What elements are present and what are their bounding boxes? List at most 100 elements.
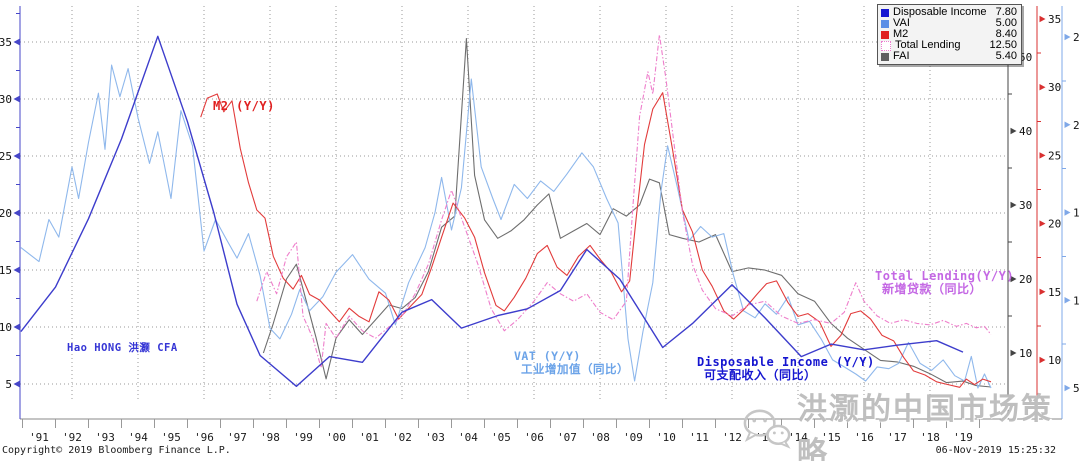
tick-arrow-icon bbox=[1039, 152, 1046, 159]
y-axis-tick-label: 25 bbox=[1048, 149, 1061, 162]
x-axis-year-label: '13 bbox=[755, 431, 775, 444]
x-axis-year-label: '03 bbox=[425, 431, 445, 444]
x-axis-year-label: '17 bbox=[887, 431, 907, 444]
x-axis-year-label: '92 bbox=[62, 431, 82, 444]
legend-item: VAI 5.00 bbox=[881, 18, 1017, 29]
y-axis-tick-label: 20 bbox=[1073, 119, 1080, 132]
x-axis-year-label: '06 bbox=[524, 431, 544, 444]
y-axis-tick-label: 5 bbox=[5, 378, 12, 391]
x-axis-year-label: '07 bbox=[557, 431, 577, 444]
annotation-vai: VAT (Y/Y) 工业增加值（同比） bbox=[514, 350, 629, 376]
legend-label: FAI bbox=[893, 50, 910, 62]
y-axis-tick-label: 10 bbox=[0, 321, 12, 334]
x-axis-year-label: '94 bbox=[128, 431, 148, 444]
tick-arrow-icon bbox=[13, 209, 20, 217]
tick-arrow-icon bbox=[1064, 121, 1071, 128]
x-axis-year-label: '11 bbox=[689, 431, 709, 444]
y-axis-tick-label: 10 bbox=[1048, 354, 1061, 367]
y-axis-tick-label: 5 bbox=[1073, 382, 1080, 395]
legend-item: Total Lending 12.50 bbox=[881, 40, 1017, 51]
annotation-total-lending: Total Lending(Y/Y) 新增贷款（同比） bbox=[875, 270, 1014, 296]
annotation-m2: M2 (Y/Y) bbox=[213, 100, 275, 113]
series bbox=[20, 34, 992, 389]
legend-label: VAI bbox=[893, 17, 910, 29]
x-axis-year-label: '08 bbox=[590, 431, 610, 444]
y-axis-tick-label: 35 bbox=[1048, 13, 1061, 26]
y-axis-tick-label: 30 bbox=[1048, 81, 1061, 94]
tick-arrow-icon bbox=[1039, 15, 1046, 23]
annotation-line: Disposable Income (Y/Y) bbox=[697, 355, 875, 369]
annotation-line: 工业增加值（同比） bbox=[521, 362, 629, 376]
series-line-disposable-income bbox=[20, 35, 964, 387]
x-axis-year-label: '93 bbox=[95, 431, 115, 444]
x-axis-year-label: '16 bbox=[854, 431, 874, 444]
gridlines bbox=[20, 6, 1008, 400]
tick-arrow-icon bbox=[1064, 384, 1071, 392]
legend-item: FAI 5.40 bbox=[881, 51, 1017, 62]
tick-arrow-icon bbox=[1039, 356, 1046, 364]
tick-arrow-icon bbox=[1039, 84, 1046, 91]
legend-color-swatch bbox=[881, 8, 889, 17]
y-axis-tick-label: 20 bbox=[0, 207, 12, 220]
tick-arrow-icon bbox=[1010, 349, 1017, 357]
tick-arrow-icon bbox=[1010, 201, 1017, 209]
y-axis-tick-label: 40 bbox=[1019, 125, 1032, 138]
y-axis-tick-label: 15 bbox=[1073, 207, 1080, 220]
x-axis-year-label: '15 bbox=[821, 431, 841, 444]
x-axis-year-label: '96 bbox=[194, 431, 214, 444]
series-line-vai bbox=[20, 64, 992, 389]
tick-arrow-icon bbox=[13, 266, 20, 274]
annotation-disposable-income: Disposable Income (Y/Y) 可支配收入（同比） bbox=[697, 356, 875, 382]
legend-label: Disposable Income bbox=[893, 6, 987, 18]
legend-color-swatch bbox=[881, 40, 891, 51]
x-axis-year-label: '91 bbox=[29, 431, 49, 444]
annotation-line: Total Lending(Y/Y) bbox=[875, 269, 1015, 283]
legend-label: Total Lending bbox=[895, 39, 961, 51]
tick-arrow-icon bbox=[1039, 288, 1046, 295]
y-axis-tick-label: 25 bbox=[0, 150, 12, 163]
tick-arrow-icon bbox=[1010, 127, 1017, 135]
annotation-line: Hao HONG 洪灏 CFA bbox=[67, 342, 178, 354]
tick-arrow-icon bbox=[1064, 297, 1071, 304]
y-axis-tick-label: 35 bbox=[0, 36, 12, 49]
legend-color-swatch bbox=[881, 52, 889, 61]
series-line-fai bbox=[262, 37, 992, 388]
tick-arrow-icon bbox=[13, 95, 20, 103]
x-axis-year-label: '14 bbox=[788, 431, 808, 444]
tick-arrow-icon bbox=[13, 38, 20, 46]
y-axis-tick-label: 15 bbox=[0, 264, 12, 277]
y-axis-tick-label: 15 bbox=[1048, 286, 1061, 299]
legend-value: 12.50 bbox=[989, 39, 1017, 51]
x-axis-year-label: '97 bbox=[227, 431, 247, 444]
legend-label: M2 bbox=[893, 28, 909, 40]
x-axis-year-label: '01 bbox=[359, 431, 379, 444]
legend-value: 8.40 bbox=[995, 28, 1017, 40]
y-axis-tick-label: 10 bbox=[1019, 347, 1032, 360]
tick-arrow-icon bbox=[1010, 275, 1017, 283]
series-line-m2 bbox=[200, 92, 992, 388]
tick-arrow-icon bbox=[1039, 220, 1046, 227]
legend-color-swatch bbox=[881, 19, 889, 28]
x-axis-year-label: '02 bbox=[392, 431, 412, 444]
legend-value: 5.40 bbox=[995, 50, 1017, 62]
y-axis-tick-label: 50 bbox=[1019, 51, 1032, 64]
y-axis-tick-label: 25 bbox=[1073, 31, 1080, 44]
tick-arrow-icon bbox=[13, 323, 20, 331]
annotation-line: 可支配收入（同比） bbox=[704, 368, 817, 382]
x-axis-year-label: '05 bbox=[491, 431, 511, 444]
timestamp: 06-Nov-2019 15:25:32 bbox=[935, 445, 1056, 456]
annotation-line: VAT (Y/Y) bbox=[514, 349, 581, 363]
x-axis-year-label: '95 bbox=[161, 431, 181, 444]
y-axis-tick-label: 30 bbox=[0, 93, 12, 106]
x-axis-year-label: '18 bbox=[920, 431, 940, 444]
series-line-total-lending bbox=[256, 34, 992, 369]
x-axis-year-label: '99 bbox=[293, 431, 313, 444]
legend-value: 7.80 bbox=[995, 6, 1017, 18]
legend: Disposable Income 7.80 VAI 5.00 M2 8.40 … bbox=[877, 4, 1022, 65]
y-axis-tick-label: 20 bbox=[1048, 218, 1061, 231]
annotation-line: 新增贷款（同比） bbox=[882, 282, 983, 296]
tick-arrow-icon bbox=[13, 380, 20, 388]
y-axis-tick-label: 10 bbox=[1073, 294, 1080, 307]
